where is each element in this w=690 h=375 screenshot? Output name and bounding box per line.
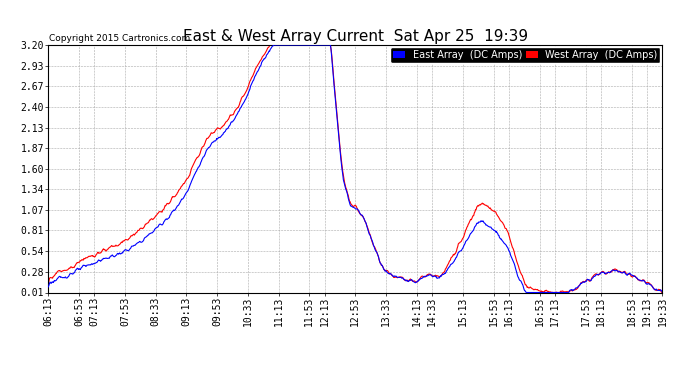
- Title: East & West Array Current  Sat Apr 25  19:39: East & West Array Current Sat Apr 25 19:…: [183, 29, 528, 44]
- Legend: East Array  (DC Amps), West Array  (DC Amps): East Array (DC Amps), West Array (DC Amp…: [391, 47, 660, 63]
- Text: Copyright 2015 Cartronics.com: Copyright 2015 Cartronics.com: [49, 33, 190, 42]
